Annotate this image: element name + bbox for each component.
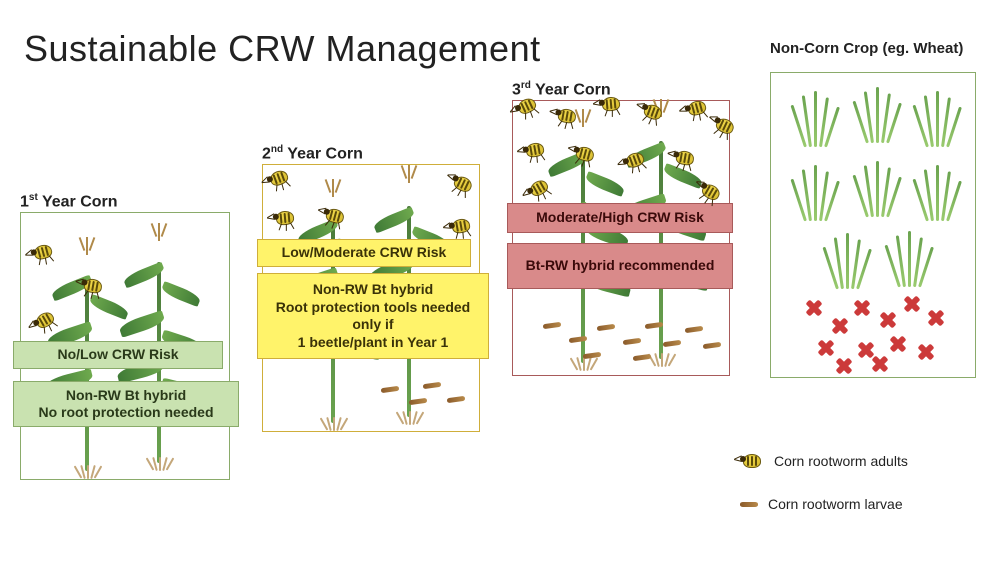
rec-box-year1: Non-RW Bt hybrid No root protection need… (13, 381, 239, 427)
panel-year2: Low/Moderate CRW RiskNon-RW Bt hybrid Ro… (262, 164, 480, 432)
red-x-icon (835, 357, 853, 375)
page-title: Sustainable CRW Management (24, 28, 541, 70)
red-x-icon (805, 299, 823, 317)
panel-label-year2: 2nd Year Corn (262, 144, 363, 163)
beetle-icon (683, 96, 711, 120)
larva-icon (447, 396, 466, 403)
legend-larvae-label: Corn rootworm larvae (768, 496, 903, 512)
wheat-plant (861, 87, 891, 143)
larva-icon (685, 326, 704, 333)
larva-icon (703, 342, 722, 349)
wheat-plant (799, 91, 829, 147)
panel-year1: No/Low CRW RiskNon-RW Bt hybrid No root … (20, 212, 230, 480)
beetle-icon (710, 113, 739, 139)
beetle-icon (29, 240, 57, 264)
panel-label-year1: 1st Year Corn (20, 192, 118, 211)
beetle-icon (524, 174, 554, 202)
beetle-icon (265, 165, 294, 190)
wheat-plant (893, 231, 923, 287)
beetle-icon (598, 94, 623, 114)
beetle-icon (448, 215, 475, 237)
red-x-icon (917, 343, 935, 361)
beetle-icon (672, 147, 699, 169)
beetle-icon (272, 208, 297, 228)
panel-noncorn (770, 72, 976, 378)
wheat-plant (921, 165, 951, 221)
red-x-icon (817, 339, 835, 357)
wheat-plant (921, 91, 951, 147)
beetle-icon (448, 171, 477, 197)
wheat-plant (861, 161, 891, 217)
risk-box-year1: No/Low CRW Risk (13, 341, 223, 369)
rec-box-year2: Non-RW Bt hybrid Root protection tools n… (257, 273, 489, 359)
legend-adults: Corn rootworm adults (740, 452, 908, 470)
beetle-icon (30, 306, 60, 334)
beetle-icon (554, 105, 581, 127)
red-x-icon (853, 299, 871, 317)
wheat-plant (831, 233, 861, 289)
red-x-icon (889, 335, 907, 353)
beetle-icon (522, 139, 549, 161)
red-x-icon (871, 355, 889, 373)
rec-box-year3: Bt-RW hybrid recommended (507, 243, 733, 289)
risk-box-year3: Moderate/High CRW Risk (507, 203, 733, 233)
wheat-plant (799, 165, 829, 221)
legend-adults-label: Corn rootworm adults (774, 453, 908, 469)
red-x-icon (903, 295, 921, 313)
panel-label-noncorn: Non-Corn Crop (eg. Wheat) (770, 40, 963, 57)
risk-box-year2: Low/Moderate CRW Risk (257, 239, 471, 267)
panel-year3: Moderate/High CRW RiskBt-RW hybrid recom… (512, 100, 730, 376)
larva-icon (740, 502, 758, 507)
red-x-icon (831, 317, 849, 335)
beetle-icon (696, 178, 726, 206)
beetle-icon (80, 275, 107, 297)
red-x-icon (879, 311, 897, 329)
red-x-icon (927, 309, 945, 327)
legend-larvae: Corn rootworm larvae (740, 496, 903, 512)
beetle-icon (740, 452, 764, 470)
